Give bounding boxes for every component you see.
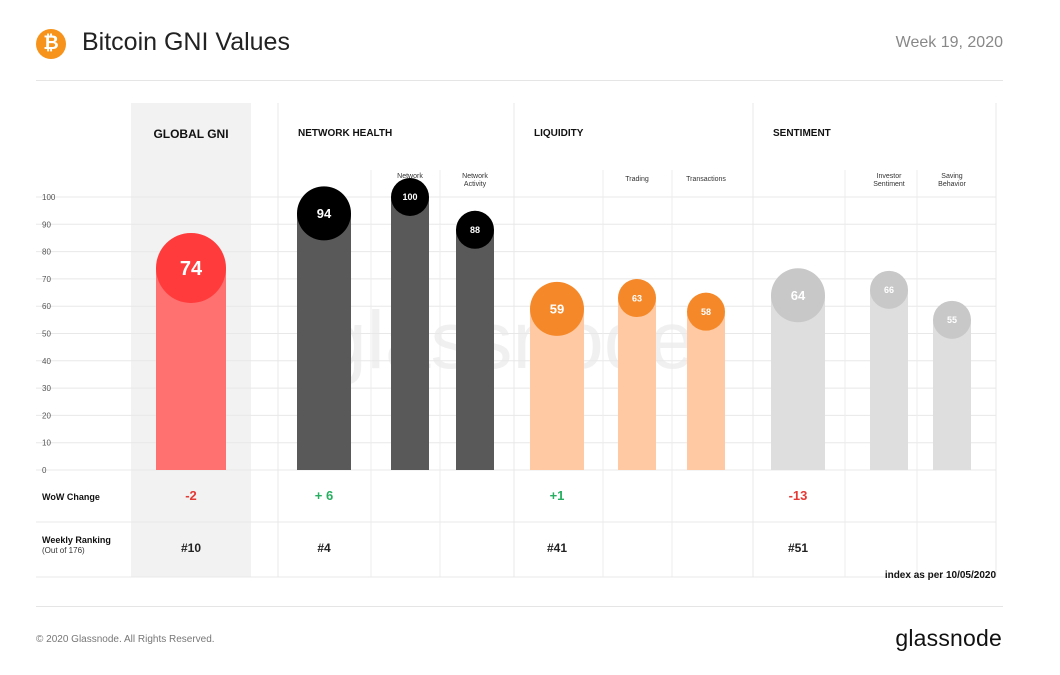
header-divider <box>36 80 1003 81</box>
bar-sublabel: Saving <box>941 173 963 180</box>
y-tick-label: 50 <box>42 330 51 339</box>
bar-sublabel: Trading <box>625 176 649 183</box>
global-gni-weekly-rank: #10 <box>181 541 201 555</box>
network-health-wow-change: + 6 <box>315 488 333 503</box>
footer-divider <box>36 606 1003 607</box>
bar-sublabel: Transactions <box>686 176 726 183</box>
bar-value-label: 59 <box>550 302 564 317</box>
bar-value-label: 58 <box>701 307 711 317</box>
copyright-text: © 2020 Glassnode. All Rights Reserved. <box>36 634 215 645</box>
bar-value-label: 66 <box>884 285 894 295</box>
global-gni-title: GLOBAL GNI <box>153 127 228 141</box>
y-tick-label: 20 <box>42 411 51 420</box>
y-tick-label: 70 <box>42 275 51 284</box>
rank-row-sublabel: (Out of 176) <box>42 546 85 555</box>
bar-sublabel: Behavior <box>938 181 966 188</box>
bar-value-circle <box>933 300 971 339</box>
bar-sublabel: Activity <box>464 181 487 188</box>
network-health-weekly-rank: #4 <box>317 541 331 555</box>
bar-value-label: 55 <box>947 315 957 325</box>
index-date-note: index as per 10/05/2020 <box>884 570 996 581</box>
header: ₿ Bitcoin GNI Values Week 19, 2020 <box>0 0 1060 85</box>
bar-value-label: 100 <box>402 192 417 202</box>
y-tick-label: 0 <box>42 466 47 475</box>
bar-sublabel: Investor <box>877 173 903 180</box>
y-tick-label: 80 <box>42 248 51 257</box>
bar <box>618 298 656 470</box>
bar-value-circle <box>870 270 908 309</box>
y-tick-label: 10 <box>42 439 51 448</box>
bar-sublabel: Network <box>397 173 423 180</box>
glassnode-logo: glassnode <box>895 625 1002 651</box>
bar <box>933 319 971 470</box>
bar <box>870 289 908 470</box>
sentiment-title: SENTIMENT <box>773 128 831 139</box>
bar-value-label: 74 <box>180 258 203 280</box>
bar <box>297 213 351 470</box>
sentiment-wow-change: -13 <box>789 488 808 503</box>
bar <box>687 311 725 470</box>
bar-sublabel: Sentiment <box>873 181 905 188</box>
liquidity-title: LIQUIDITY <box>534 128 584 139</box>
global-gni-wow-change: -2 <box>185 488 197 503</box>
bar-value-label: 88 <box>470 225 480 235</box>
bar <box>391 197 429 470</box>
bar-value-circle <box>771 268 825 323</box>
wow-row-label: WoW Change <box>42 492 100 502</box>
page-title: Bitcoin GNI Values <box>82 28 290 56</box>
network-health-title: NETWORK HEALTH <box>298 128 392 139</box>
bitcoin-logo-icon: ₿ <box>36 29 66 59</box>
y-tick-label: 100 <box>42 193 56 202</box>
bar-value-circle <box>297 186 351 241</box>
bar-value-label: 64 <box>791 288 806 303</box>
week-label: Week 19, 2020 <box>895 34 1003 51</box>
bar-sublabel: Network <box>462 173 488 180</box>
bar <box>456 229 494 470</box>
y-tick-label: 90 <box>42 220 51 229</box>
bar-value-circle <box>391 178 429 216</box>
y-tick-label: 30 <box>42 384 51 393</box>
sentiment-weekly-rank: #51 <box>788 541 808 555</box>
liquidity-wow-change: +1 <box>550 488 565 503</box>
bar <box>771 295 825 470</box>
bar-value-circle <box>456 210 494 249</box>
bar-value-circle <box>156 232 226 303</box>
bar-value-circle <box>687 292 725 331</box>
bar-value-label: 63 <box>632 293 642 303</box>
liquidity-weekly-rank: #41 <box>547 541 567 555</box>
rank-row-label: Weekly Ranking <box>42 535 111 545</box>
bar-value-circle <box>618 279 656 318</box>
y-tick-label: 40 <box>42 357 51 366</box>
y-tick-label: 60 <box>42 302 51 311</box>
bar-value-circle <box>530 281 584 336</box>
bar-value-label: 94 <box>317 206 332 221</box>
